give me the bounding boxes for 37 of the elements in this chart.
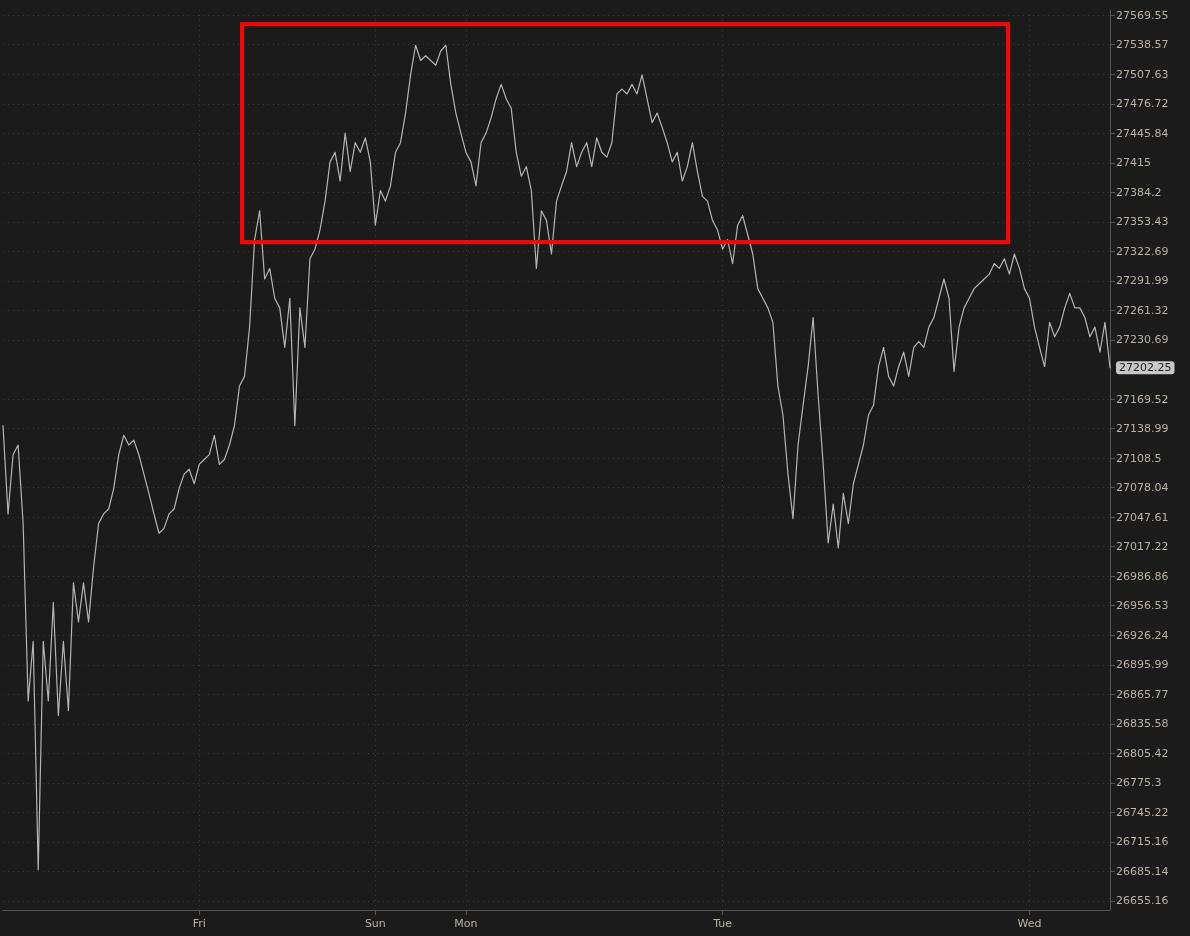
x-tick-label: Sun xyxy=(364,917,386,930)
y-tick-label: 27138.99 xyxy=(1116,422,1169,436)
y-tick-label: 27291.99 xyxy=(1116,274,1169,288)
line-series xyxy=(2,44,1111,871)
x-tick-label: Fri xyxy=(192,917,206,930)
text: 27202.25 xyxy=(1119,361,1172,375)
x-tick-label: Wed xyxy=(1017,917,1042,930)
y-tick-label: 27384.2 xyxy=(1116,185,1162,199)
y-tick-label: 27169.52 xyxy=(1116,392,1169,406)
y-tick-label: 27322.69 xyxy=(1116,244,1169,258)
y-tick-label: 27445.84 xyxy=(1116,126,1169,140)
x-tick-label: Tue xyxy=(712,917,733,930)
y-tick-label: 26926.24 xyxy=(1116,628,1169,642)
y-tick-label: 26835.58 xyxy=(1116,717,1169,731)
y-tick-label: 26986.86 xyxy=(1116,569,1169,583)
y-tick-label: 26895.99 xyxy=(1116,658,1169,672)
y-tick-label: 27108.5 xyxy=(1116,451,1162,465)
y-tick-label: 27538.57 xyxy=(1116,38,1169,52)
y-tick-label: 27017.22 xyxy=(1116,540,1169,554)
y-tick-label: 27415 xyxy=(1116,156,1151,170)
y-tick-label: 27476.72 xyxy=(1116,97,1169,111)
y-tick-label: 26745.22 xyxy=(1116,805,1169,819)
y-tick-label: 27353.43 xyxy=(1116,215,1169,229)
y-tick-label: 26715.16 xyxy=(1116,835,1169,849)
y-tick-label: 26685.14 xyxy=(1116,864,1169,878)
y-tick-label: 27569.55 xyxy=(1116,8,1169,22)
y-tick-label: 26865.77 xyxy=(1116,687,1169,701)
y-tick-label: 26775.3 xyxy=(1116,776,1162,790)
x-tick-label: Mon xyxy=(454,917,478,930)
y-tick-label: 27230.69 xyxy=(1116,333,1169,347)
y-tick-label: 27507.63 xyxy=(1116,67,1169,81)
y-tick-label: 26956.53 xyxy=(1116,599,1169,613)
y-tick-label: 26655.16 xyxy=(1116,894,1169,908)
y-tick-label: 27078.04 xyxy=(1116,481,1169,495)
y-tick-label: 27047.61 xyxy=(1116,510,1169,524)
y-tick-label: 27261.32 xyxy=(1116,303,1169,317)
y-tick-label: 26805.42 xyxy=(1116,746,1169,760)
